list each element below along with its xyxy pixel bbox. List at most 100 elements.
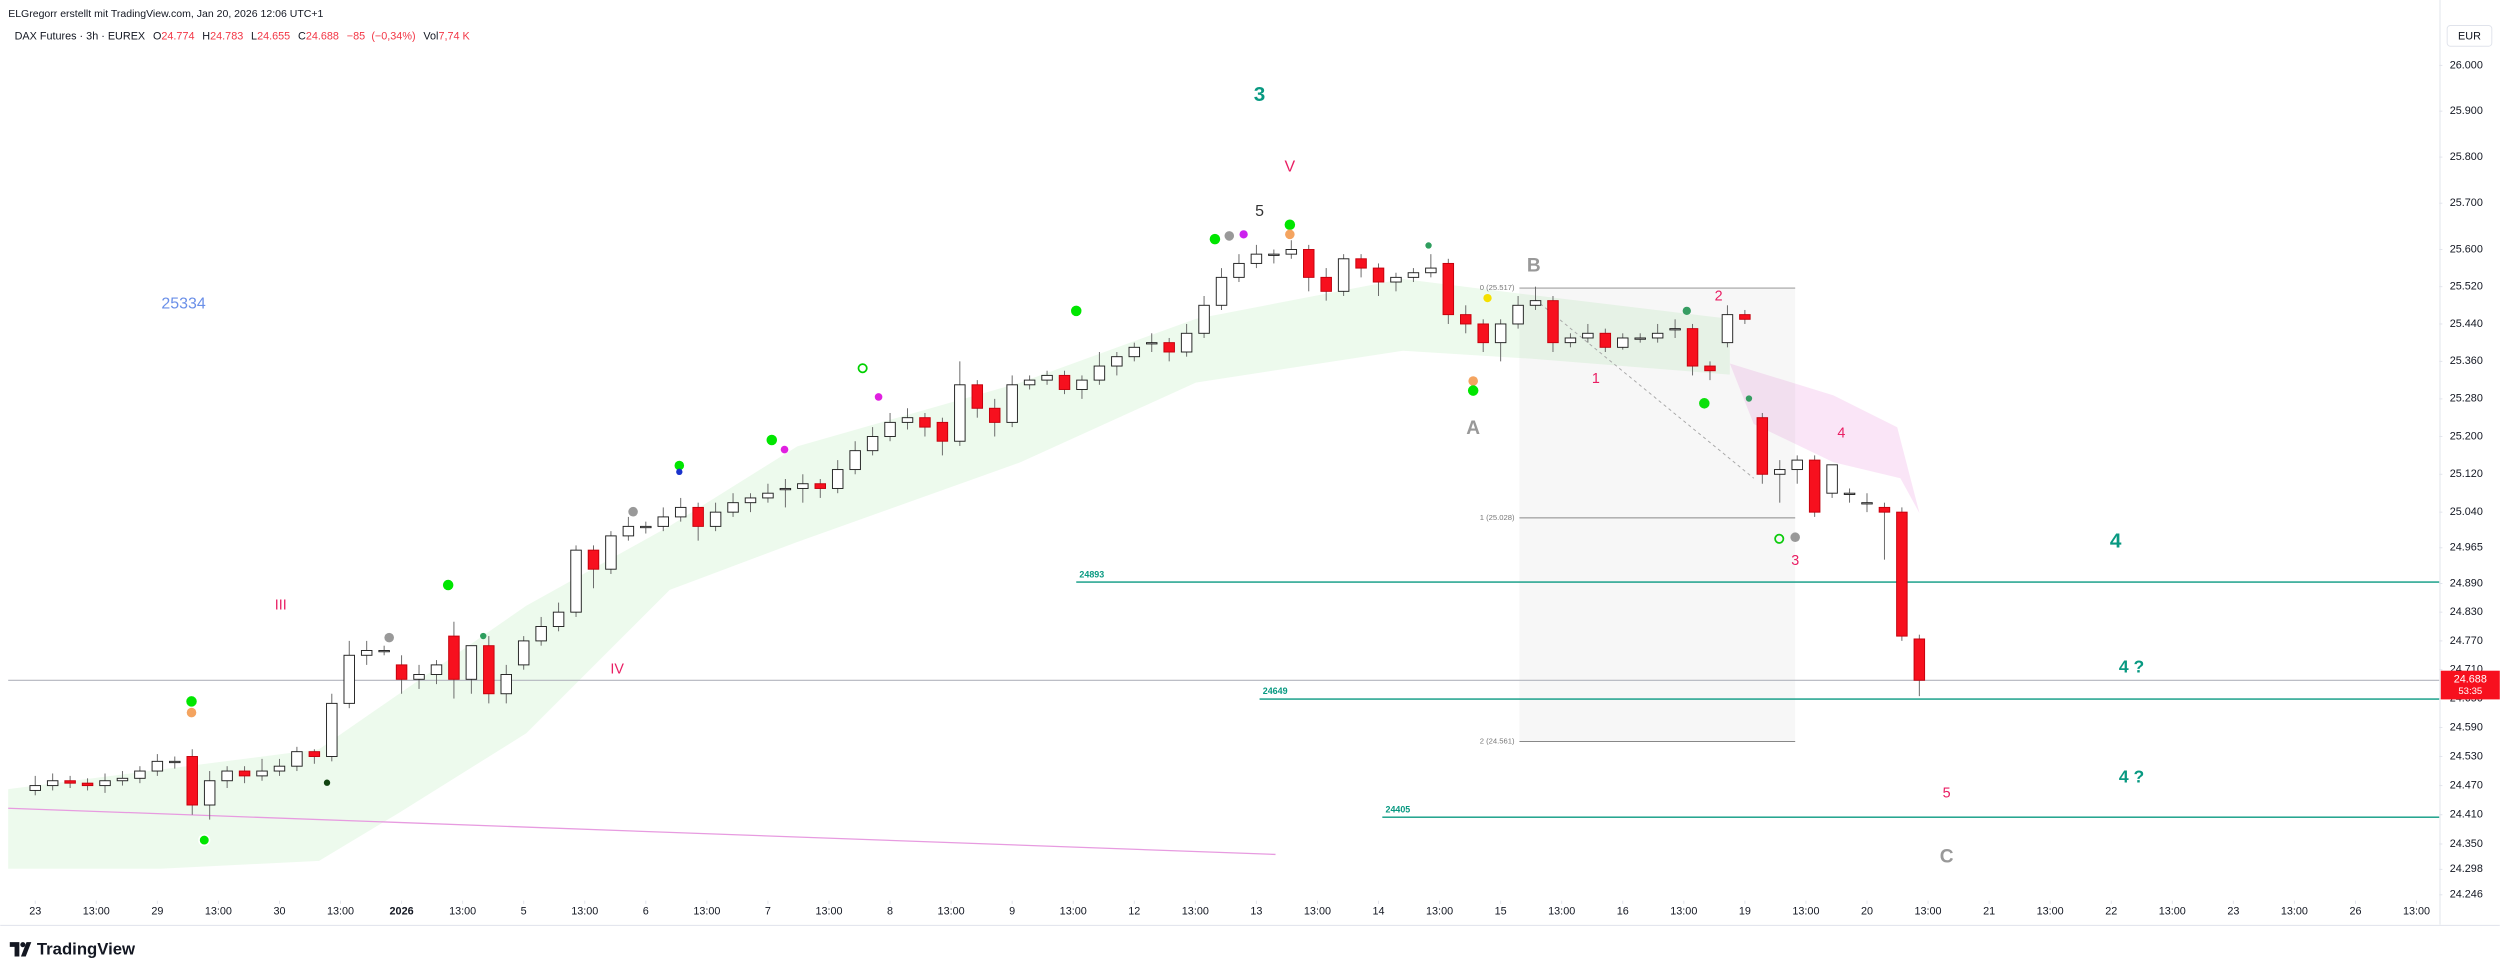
- cloud-green: [8, 278, 1730, 869]
- x-tick-label: 14: [1373, 906, 1385, 918]
- ohlc-key: C: [298, 31, 306, 43]
- y-tick-label: 24.350: [2450, 838, 2483, 850]
- candle-body: [1128, 346, 1141, 358]
- annotation: 25334: [161, 296, 205, 313]
- candle-body: [674, 506, 687, 518]
- x-tick-label: 13:00: [1182, 906, 1209, 918]
- x-tick-label: 13:00: [2037, 906, 2064, 918]
- candle-body: [1808, 459, 1821, 513]
- signal-dot: [1070, 305, 1082, 317]
- candle-body: [1861, 502, 1873, 505]
- candle-body: [395, 664, 408, 680]
- logo[interactable]: TradingView: [9, 940, 136, 959]
- candle-body: [535, 626, 547, 642]
- logo-mark[interactable]: [20, 942, 26, 948]
- candle-body: [622, 525, 635, 537]
- candle-body: [657, 516, 670, 527]
- plot: 26.000 25.900 25.800 25.700 25.600 25.520 25.4…: [8, 59, 2500, 918]
- signal-dot: [1239, 230, 1248, 239]
- signal-dot: [1682, 306, 1691, 315]
- candle-body: [814, 483, 827, 489]
- candle-body: [1390, 276, 1402, 283]
- x-tick-label: 13:00: [2159, 906, 2186, 918]
- x-tick-label: 7: [765, 906, 771, 918]
- candle-body: [971, 384, 984, 409]
- candle-body: [1093, 365, 1106, 381]
- candle-body: [1791, 459, 1803, 471]
- candle-body: [64, 780, 76, 784]
- candle-body: [570, 549, 582, 613]
- x-tick-label: 13:00: [815, 906, 842, 918]
- signal-dot: [676, 468, 683, 476]
- candle-body: [465, 645, 478, 680]
- signal-dot: [480, 632, 487, 640]
- candle-body: [273, 765, 286, 772]
- y-tick-label: 24.770: [2450, 635, 2483, 647]
- annotation: A: [1466, 418, 1480, 439]
- candle-body: [169, 760, 181, 764]
- signal-dot: [1745, 395, 1753, 402]
- header: ELGregorr erstellt mit TradingView.com, …: [8, 8, 323, 20]
- candle-body: [116, 777, 129, 782]
- symbol: DAX Futures · 3h · EUREX: [15, 31, 146, 43]
- candle-body: [1878, 506, 1891, 513]
- y-tick-label: 25.440: [2450, 318, 2483, 330]
- x-tick-label: 15: [1495, 906, 1507, 918]
- candle-body: [988, 407, 1001, 423]
- x-tick-label: 2026: [390, 906, 414, 918]
- candle-body: [483, 645, 495, 695]
- annotation: 3: [1791, 553, 1799, 569]
- y-tick-label: 24.530: [2450, 750, 2483, 762]
- candle-body: [134, 770, 146, 779]
- change: −85: [347, 31, 365, 43]
- y-tick-label: 25.900: [2450, 105, 2483, 117]
- fib-trend: [1535, 299, 1755, 479]
- currency[interactable]: EUR: [2458, 31, 2481, 43]
- candle-body: [308, 751, 321, 757]
- candle-body: [605, 535, 617, 570]
- candle-body: [1320, 276, 1332, 292]
- candle-body: [1774, 469, 1786, 475]
- candle-body: [1111, 356, 1123, 367]
- candle-body: [744, 497, 757, 504]
- x-tick-label: 20: [1861, 906, 1873, 918]
- cloud-pink: [1729, 363, 1920, 514]
- y-tick-label: 25.600: [2450, 243, 2483, 255]
- candle-body: [221, 770, 233, 782]
- y-tick-label: 25.800: [2450, 151, 2483, 163]
- ohlc-key: H: [202, 31, 210, 43]
- candle-body: [587, 549, 600, 570]
- countdown: 53:35: [2458, 686, 2482, 697]
- y-tick-label: 25.200: [2450, 430, 2483, 442]
- y-tick-label: 25.360: [2450, 355, 2483, 367]
- x-tick-label: 13:00: [571, 906, 598, 918]
- brand[interactable]: TradingView: [37, 940, 136, 959]
- signal-dot: [186, 707, 197, 718]
- y-tick-label: 25.040: [2450, 506, 2483, 518]
- candle-body: [797, 483, 809, 489]
- signal-dot: [1699, 398, 1710, 409]
- candle-body: [1233, 262, 1245, 278]
- signal-dot: [1774, 533, 1785, 544]
- x-tick-label: 13:00: [1670, 906, 1697, 918]
- candle-body: [378, 650, 390, 653]
- x-tick-label: 13:00: [938, 906, 965, 918]
- candle-body: [919, 417, 931, 428]
- logo-mark[interactable]: [9, 942, 32, 957]
- currency-box[interactable]: [2446, 25, 2493, 47]
- candle-body: [1896, 511, 1908, 637]
- candle-body: [1285, 249, 1298, 255]
- candle-body: [99, 780, 111, 787]
- candle-body: [448, 635, 460, 680]
- candle-body: [1303, 249, 1315, 278]
- x-tick-label: 23: [2227, 906, 2239, 918]
- annotation: IV: [610, 661, 624, 677]
- candle-body: [552, 611, 565, 627]
- candle-body: [291, 751, 303, 767]
- x-tick-label: 13:00: [205, 906, 232, 918]
- x-tick-label: 9: [1009, 906, 1015, 918]
- signal-dot: [323, 779, 331, 786]
- candle-body: [238, 770, 251, 777]
- candle-body: [1198, 304, 1210, 334]
- candle-body: [326, 702, 338, 757]
